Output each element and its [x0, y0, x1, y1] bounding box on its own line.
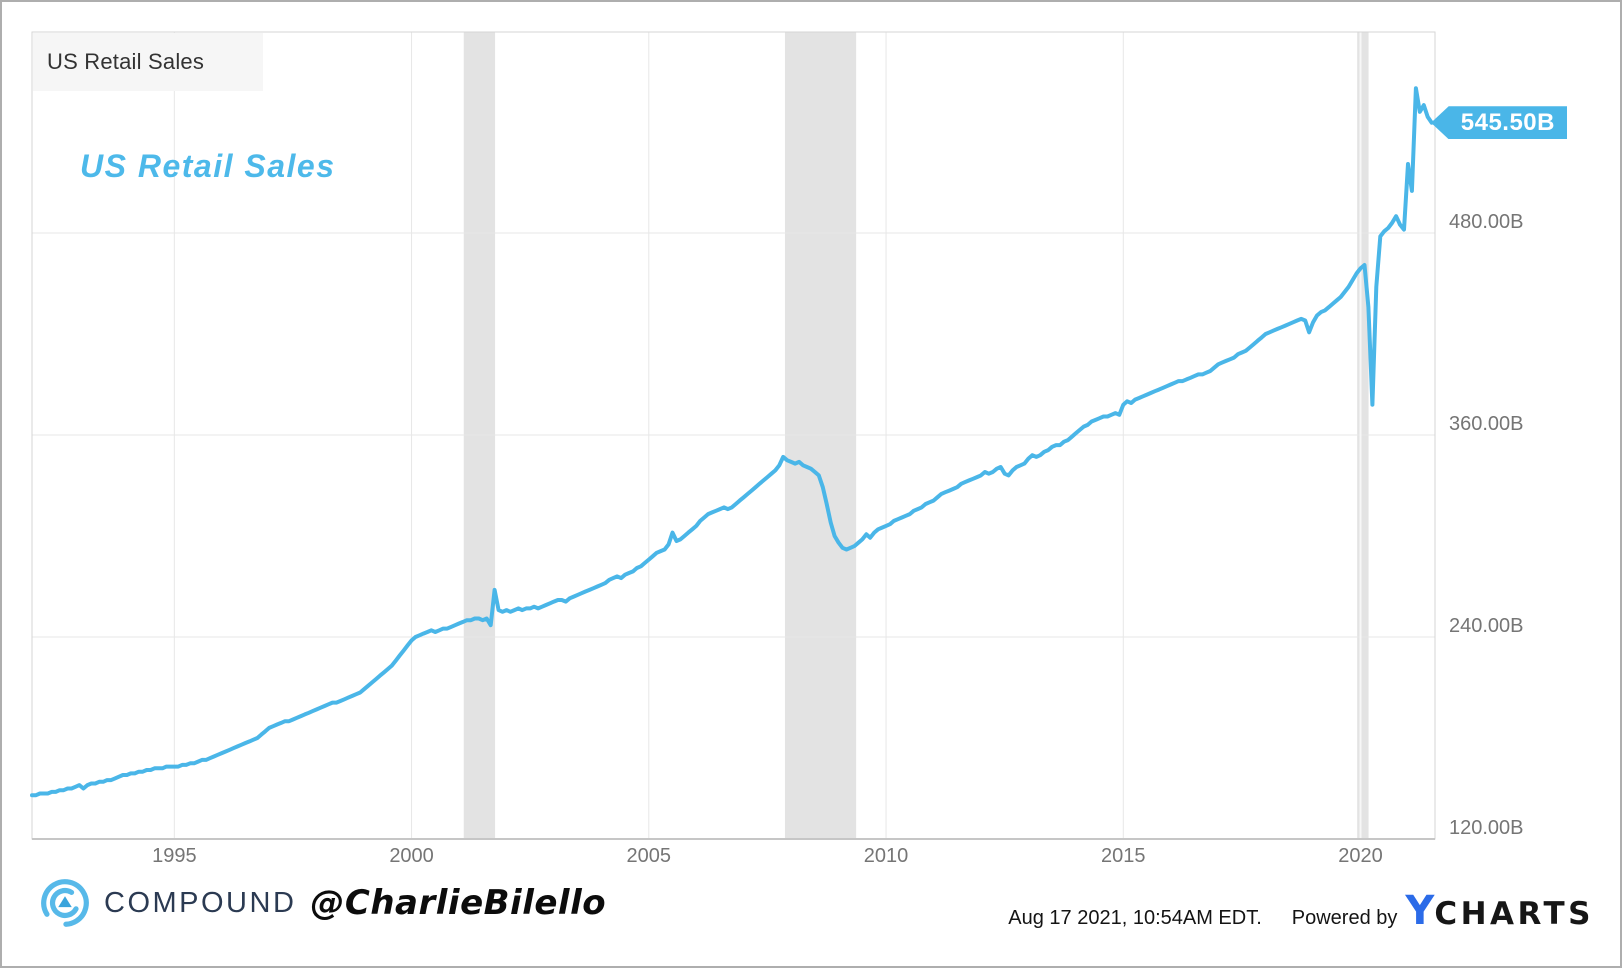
y-axis-label: 480.00B — [1449, 211, 1524, 233]
last-value-label: 545.50B — [1460, 108, 1555, 136]
x-axis-label: 2005 — [626, 845, 672, 867]
ycharts-logo-y[interactable]: Y — [1405, 888, 1435, 934]
y-axis-label: 240.00B — [1449, 615, 1524, 637]
y-axis-label: 120.00B — [1449, 817, 1524, 839]
ycharts-logo-text[interactable]: CHARTS — [1434, 896, 1594, 932]
chart-title-box: US Retail Sales — [33, 33, 263, 91]
x-axis-label: 1995 — [152, 845, 197, 867]
footer-branding: COMPOUND @CharlieBilello — [38, 876, 606, 930]
retail-sales-series-line[interactable] — [30, 86, 1434, 798]
chart-title: US Retail Sales — [47, 49, 205, 74]
last-value-flag: 545.50B — [1431, 106, 1567, 140]
twitter-handle[interactable]: @CharlieBilello — [310, 883, 607, 923]
powered-by-label: Powered by — [1291, 907, 1398, 929]
y-axis-label: 360.00B — [1449, 413, 1524, 435]
compound-logo-icon — [41, 879, 89, 927]
x-axis-label: 2010 — [863, 845, 909, 867]
x-axis-label: 2000 — [389, 845, 434, 867]
x-axis-label: 2020 — [1338, 845, 1383, 867]
timestamp: Aug 17 2021, 10:54AM EDT. — [1008, 907, 1262, 929]
compound-wordmark: COMPOUND — [104, 886, 297, 919]
watermark-text: US Retail Sales — [80, 148, 336, 184]
x-axis-label: 2015 — [1101, 845, 1146, 867]
footer-attribution: Aug 17 2021, 10:54AM EDT. Powered by Y C… — [1008, 888, 1594, 934]
